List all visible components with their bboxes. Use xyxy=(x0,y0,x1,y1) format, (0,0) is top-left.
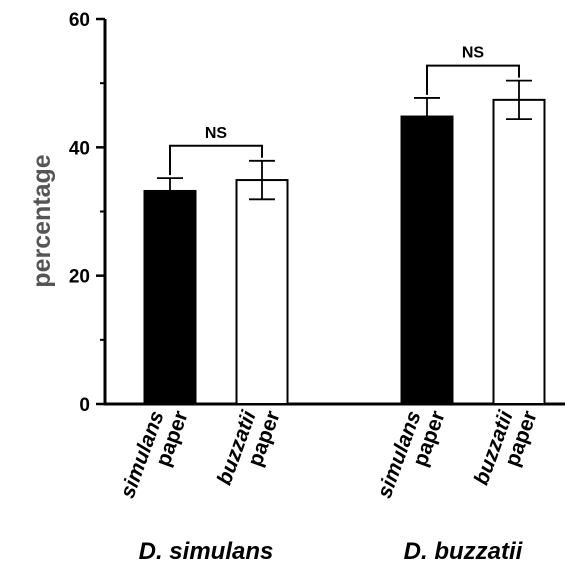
group-label: D. simulans xyxy=(139,538,274,565)
y-axis-label: percentage xyxy=(28,154,56,287)
bar xyxy=(400,115,454,406)
y-tick-label: 40 xyxy=(69,138,90,159)
significance-bracket xyxy=(426,64,520,95)
significance-label: NS xyxy=(462,45,485,62)
significance-bracket xyxy=(169,144,263,176)
significance-label: NS xyxy=(205,125,228,142)
group-label: D. buzzatii xyxy=(404,538,524,565)
y-tick-label: 60 xyxy=(69,10,90,31)
y-tick-label: 0 xyxy=(79,395,90,416)
bar xyxy=(143,189,197,405)
bar xyxy=(492,98,546,405)
bar xyxy=(235,179,289,405)
y-tick-label: 20 xyxy=(69,267,90,288)
